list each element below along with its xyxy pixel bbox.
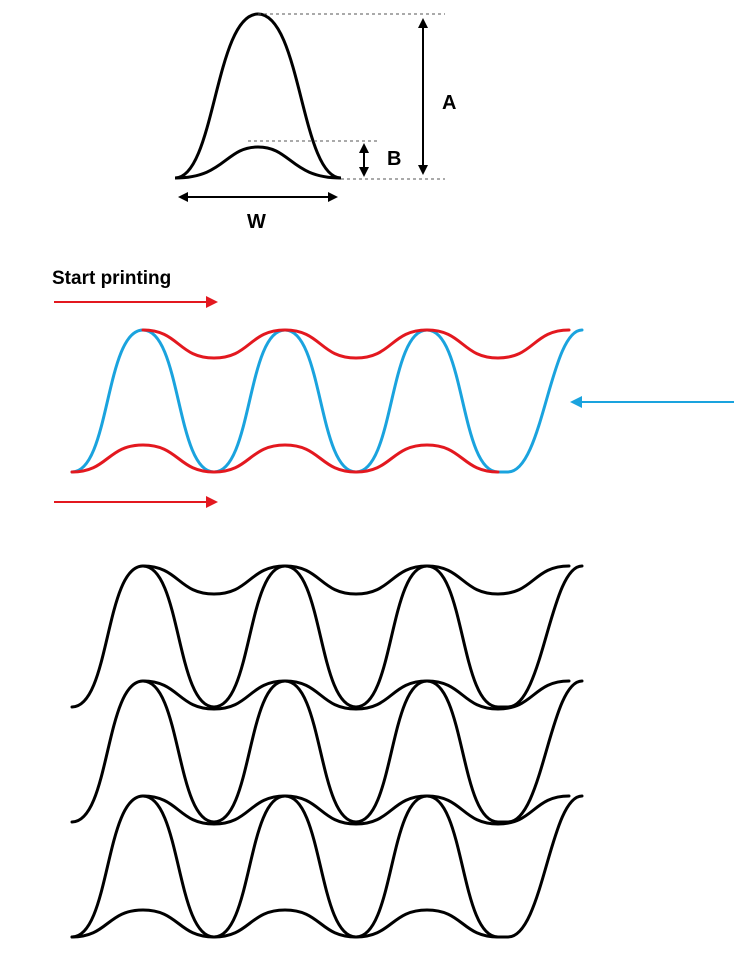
lattice-top-wave-1 [141,564,571,596]
printing-sequence: Start printing [52,268,734,508]
lattice-top-wave-3 [141,794,571,826]
lattice-tall-wave-1 [70,564,584,709]
forward-pass-bottom-path [70,443,500,474]
start-printing-label: Start printing [52,268,171,289]
lattice-tall-wave-2 [70,679,584,824]
lattice-tall-wave-3 [70,794,584,939]
lattice-top-wave-2 [141,679,571,711]
lattice-bottom-wave [70,908,500,939]
label-a: A [442,92,456,114]
label-w: W [247,211,266,233]
return-pass-path [70,328,584,474]
print-paths [70,328,584,474]
unit-cell-tall-peak [174,12,342,180]
forward-pass-top-path [141,328,571,360]
honeycomb-lattice [70,564,584,939]
label-b: B [387,148,401,170]
unit-cell: A B W [174,12,456,233]
unit-cell-short-bump [174,145,342,180]
